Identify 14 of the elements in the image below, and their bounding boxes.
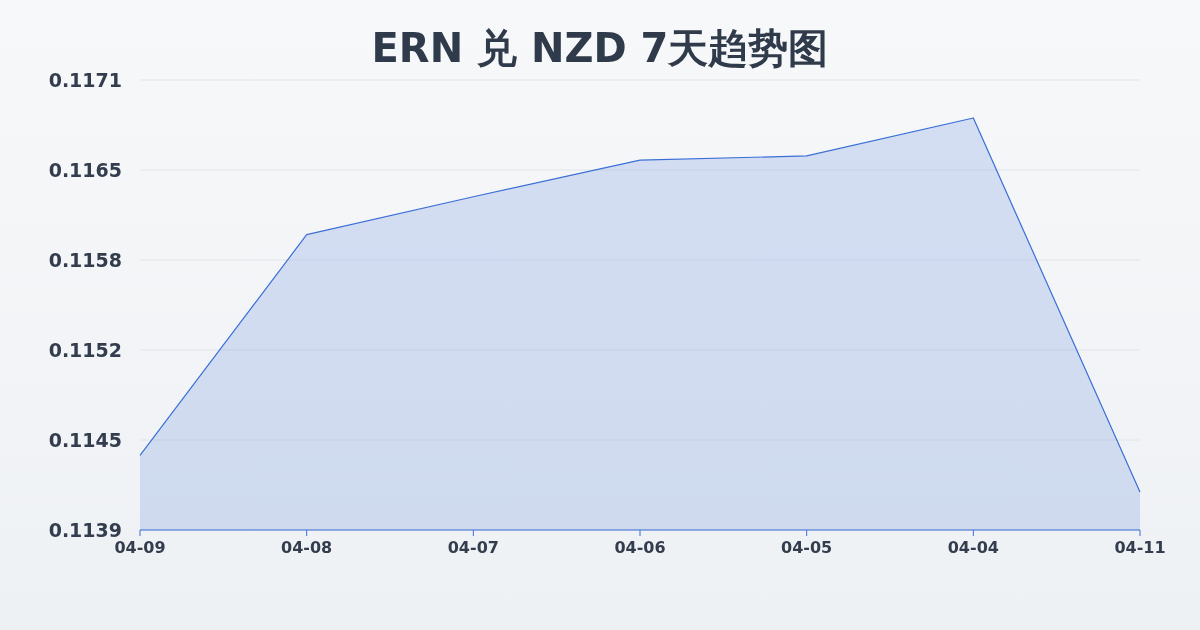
x-tick-label: 04-05 bbox=[781, 538, 833, 557]
y-tick-label: 0.1145 bbox=[48, 429, 122, 451]
y-tick-label: 0.1139 bbox=[48, 519, 122, 541]
x-tick-label: 04-08 bbox=[281, 538, 333, 557]
y-tick-label: 0.1152 bbox=[48, 339, 122, 361]
x-tick-label: 04-11 bbox=[1114, 538, 1166, 557]
x-tick-label: 04-06 bbox=[614, 538, 666, 557]
chart-title: ERN 兑 NZD 7天趋势图 bbox=[371, 25, 829, 71]
x-tick-label: 04-07 bbox=[447, 538, 499, 557]
x-tick-label: 04-04 bbox=[947, 538, 999, 557]
y-tick-label: 0.1165 bbox=[48, 159, 122, 181]
x-tick-label: 04-09 bbox=[114, 538, 166, 557]
y-tick-label: 0.1171 bbox=[48, 69, 122, 91]
y-tick-label: 0.1158 bbox=[48, 249, 122, 271]
